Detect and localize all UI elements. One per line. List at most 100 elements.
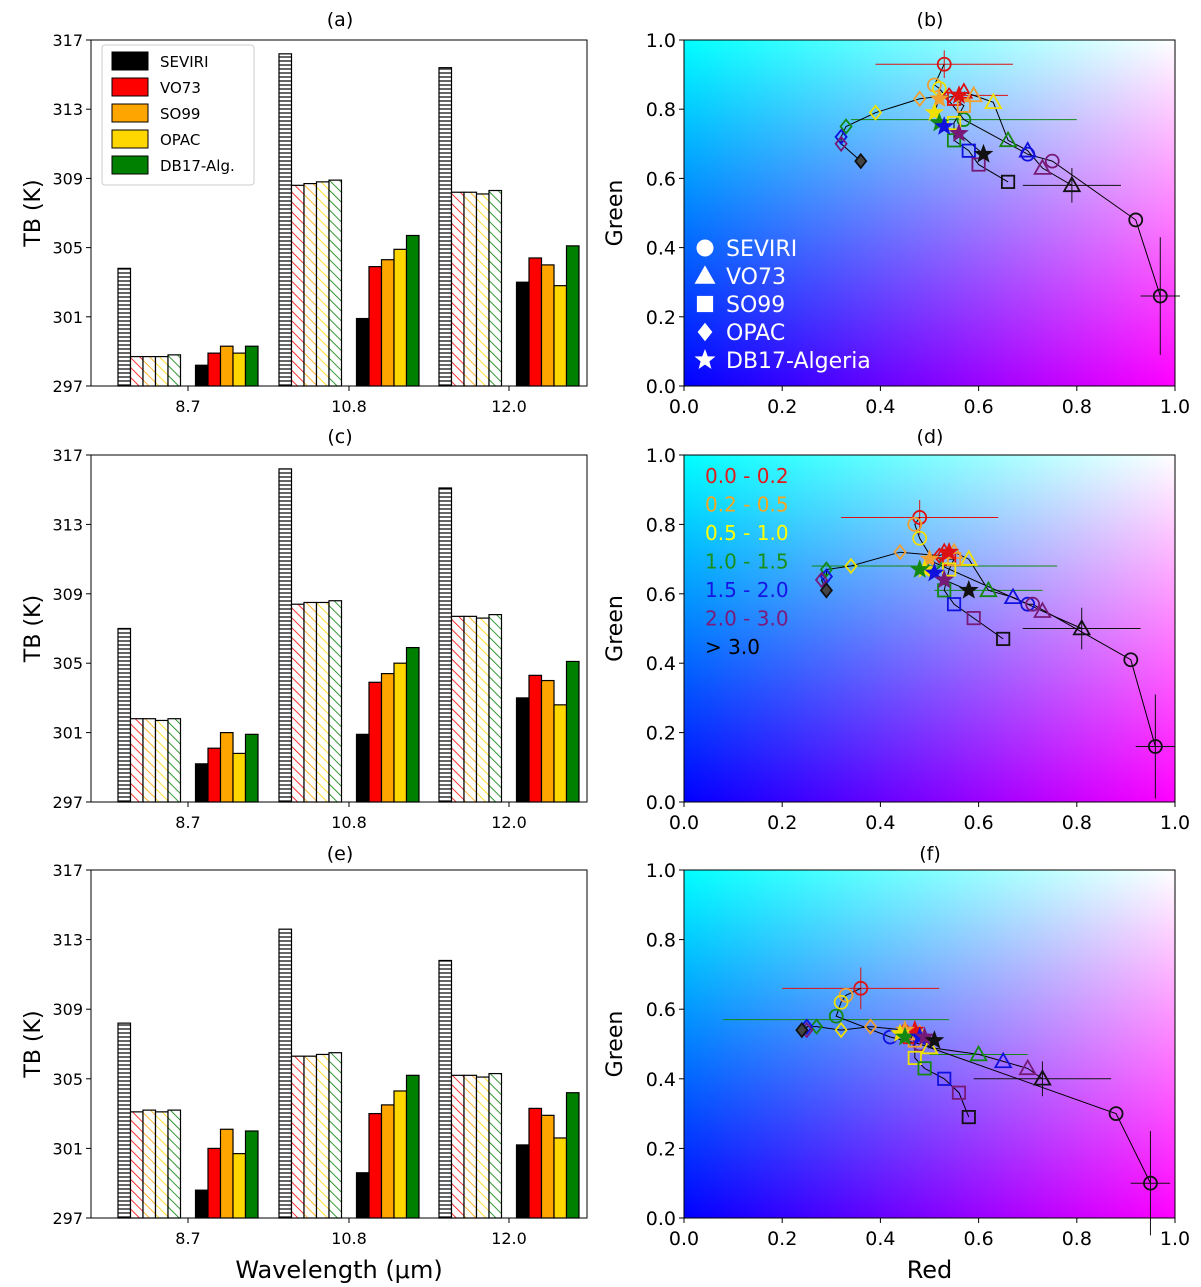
clear-sky-bar: [154, 1111, 169, 1219]
square-marker: [946, 597, 962, 612]
clear-sky-bar: [438, 487, 453, 803]
circle-marker: [1152, 288, 1168, 304]
y-tick-label: 313: [52, 931, 83, 950]
y-tick-label: 1.0: [646, 30, 676, 52]
star-marker: [948, 123, 969, 142]
legend-label: VO73: [726, 265, 786, 290]
range-label: 2.0 - 3.0: [705, 607, 789, 631]
dusty-bar: [565, 660, 580, 803]
circle-marker: [1128, 212, 1144, 228]
clear-sky-bar: [475, 617, 490, 803]
y-axis-label: TB (K): [21, 179, 46, 247]
diamond-marker: [844, 557, 858, 575]
dusty-bar: [528, 1107, 543, 1219]
dusty-bar: [380, 259, 395, 387]
series-line: [963, 91, 1073, 186]
dusty-bar: [244, 1130, 259, 1219]
triangle-marker: [983, 92, 1003, 110]
clear-sky-bar: [154, 719, 169, 803]
square-marker: [956, 98, 971, 113]
clear-sky-bar: [463, 1074, 478, 1219]
legend-label: OPAC: [726, 321, 785, 346]
clear-sky-bar: [129, 355, 144, 387]
y-axis-label: Green: [603, 180, 628, 247]
range-legend: 0.0 - 0.2 0.2 - 0.5 0.5 - 1.0 1.0 - 1.5 1.5 …: [705, 464, 789, 659]
x-tick-label: 0.0: [669, 812, 699, 834]
star-marker: [924, 562, 945, 582]
star-marker: [934, 116, 955, 135]
legend-label: DB17-Algeria: [726, 349, 871, 374]
dusty-bar: [219, 1128, 234, 1219]
square-marker: [966, 611, 981, 626]
clear-sky-bar: [117, 627, 132, 803]
y-tick-label: 317: [52, 31, 83, 50]
star-marker: [958, 579, 979, 599]
star-marker: [924, 1030, 945, 1049]
x-tick-label: 10.8: [331, 813, 367, 832]
clear-sky-bar: [117, 1022, 132, 1219]
clear-sky-bar: [488, 189, 503, 387]
panel-title-d: (d): [917, 426, 944, 448]
dusty-bar: [515, 697, 530, 803]
clear-sky-bar: [450, 1074, 465, 1219]
panel-title-a: (a): [327, 9, 353, 31]
x-tick-label: 0.4: [865, 812, 895, 834]
clear-sky-bar: [167, 354, 182, 387]
legend-label: SO99: [726, 293, 785, 318]
dusty-bar: [393, 662, 408, 803]
x-tick-label: 0.4: [865, 1228, 895, 1250]
y-tick-label: 0.2: [646, 723, 676, 745]
circle-marker: [853, 980, 869, 996]
y-axis-label: TB (K): [21, 595, 46, 663]
range-label: 1.0 - 1.5: [705, 550, 789, 574]
square-marker: [907, 1050, 922, 1065]
range-label: 0.5 - 1.0: [705, 521, 789, 545]
y-tick-label: 0.6: [646, 584, 676, 606]
dusty-bar: [219, 345, 234, 387]
x-tick-label: 8.7: [175, 397, 200, 416]
y-tick-label: 297: [52, 377, 83, 396]
dusty-bar: [355, 317, 370, 387]
clear-sky-bar: [488, 1072, 503, 1219]
y-tick-label: 301: [52, 724, 83, 743]
dusty-bar: [194, 364, 209, 387]
clear-sky-bar: [463, 191, 478, 387]
triangle-marker: [993, 1051, 1013, 1069]
clear-sky-bar: [328, 1052, 343, 1219]
y-tick-label: 0.4: [646, 653, 676, 675]
legend-label: VO73: [160, 79, 201, 97]
x-tick-label: 0.8: [1062, 812, 1092, 834]
clear-sky-bar: [303, 601, 318, 803]
y-tick-label: 0.0: [646, 376, 676, 398]
x-tick-label: 0.6: [963, 1228, 993, 1250]
triangle-marker: [1033, 158, 1052, 175]
x-tick-label: 10.8: [331, 397, 367, 416]
panel-title-f: (f): [919, 843, 941, 865]
dusty-bar: [553, 1137, 568, 1219]
star-marker: [914, 1026, 935, 1046]
x-tick-label: 8.7: [175, 813, 200, 832]
circle-marker: [1020, 596, 1036, 612]
clear-sky-bar: [488, 614, 503, 803]
triangle-marker: [1018, 141, 1038, 158]
x-tick-label: 0.8: [1062, 1228, 1092, 1250]
clear-sky-bar: [328, 600, 343, 803]
clear-sky-bar: [290, 603, 305, 803]
plot-frame: [683, 454, 1176, 803]
y-tick-label: 0.2: [646, 1138, 676, 1160]
circle-marker: [1147, 739, 1163, 754]
dusty-bar: [232, 352, 247, 387]
square-marker: [937, 1071, 952, 1086]
triangle-marker: [1033, 601, 1052, 618]
range-label: > 3.0: [705, 635, 760, 659]
diamond-marker: [819, 561, 834, 578]
clear-sky-bar: [475, 193, 490, 387]
panel-title-b: (b): [917, 9, 944, 31]
x-tick-label: 0.0: [669, 396, 699, 418]
y-tick-label: 313: [52, 515, 83, 534]
circle-marker: [907, 517, 923, 532]
x-tick-label: 0.6: [963, 396, 993, 418]
dusty-bar: [540, 679, 555, 803]
triangle-marker: [1072, 618, 1092, 636]
